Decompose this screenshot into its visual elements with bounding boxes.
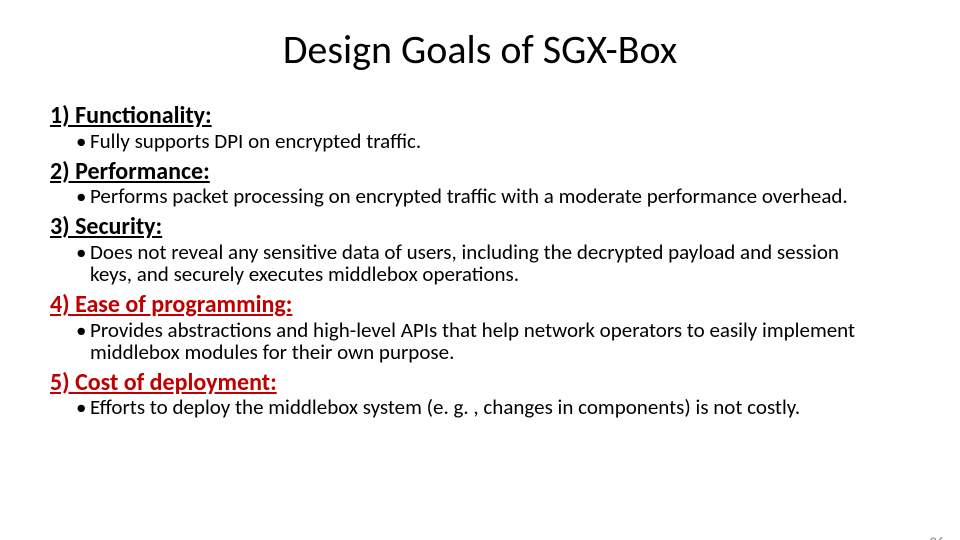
- page-number: 26: [930, 534, 944, 540]
- goal-item: 5) Cost of deployment: •Efforts to deplo…: [50, 369, 910, 419]
- goal-item: 4) Ease of programming: •Provides abstra…: [50, 291, 910, 363]
- goal-bullet: •Provides abstractions and high-level AP…: [90, 319, 910, 363]
- goal-item: 1) Functionality: •Fully supports DPI on…: [50, 102, 910, 152]
- goal-item: 2) Performance: •Performs packet process…: [50, 158, 910, 208]
- goal-bullet-text: Does not reveal any sensitive data of us…: [90, 239, 839, 287]
- goal-bullet-text: Provides abstractions and high-level API…: [90, 317, 855, 365]
- goal-item: 3) Security: •Does not reveal any sensit…: [50, 213, 910, 285]
- slide-title: Design Goals of SGX-Box: [50, 25, 910, 74]
- goal-bullet: •Fully supports DPI on encrypted traffic…: [90, 130, 910, 152]
- goal-heading-cost-of-deployment: 5) Cost of deployment:: [50, 369, 910, 397]
- goal-bullet: •Does not reveal any sensitive data of u…: [90, 241, 910, 285]
- goal-bullet-text: Fully supports DPI on encrypted traffic.: [90, 128, 421, 154]
- goal-bullet: •Performs packet processing on encrypted…: [90, 185, 910, 207]
- goal-heading-performance: 2) Performance:: [50, 158, 910, 186]
- goal-heading-functionality: 1) Functionality:: [50, 102, 910, 130]
- goal-bullet-text: Efforts to deploy the middlebox system (…: [90, 394, 800, 420]
- goal-bullet-text: Performs packet processing on encrypted …: [90, 183, 848, 209]
- goal-bullet: •Efforts to deploy the middlebox system …: [90, 396, 910, 418]
- goal-heading-security: 3) Security:: [50, 213, 910, 241]
- slide-container: Design Goals of SGX-Box 1) Functionality…: [0, 25, 960, 540]
- goal-heading-ease-of-programming: 4) Ease of programming:: [50, 291, 910, 319]
